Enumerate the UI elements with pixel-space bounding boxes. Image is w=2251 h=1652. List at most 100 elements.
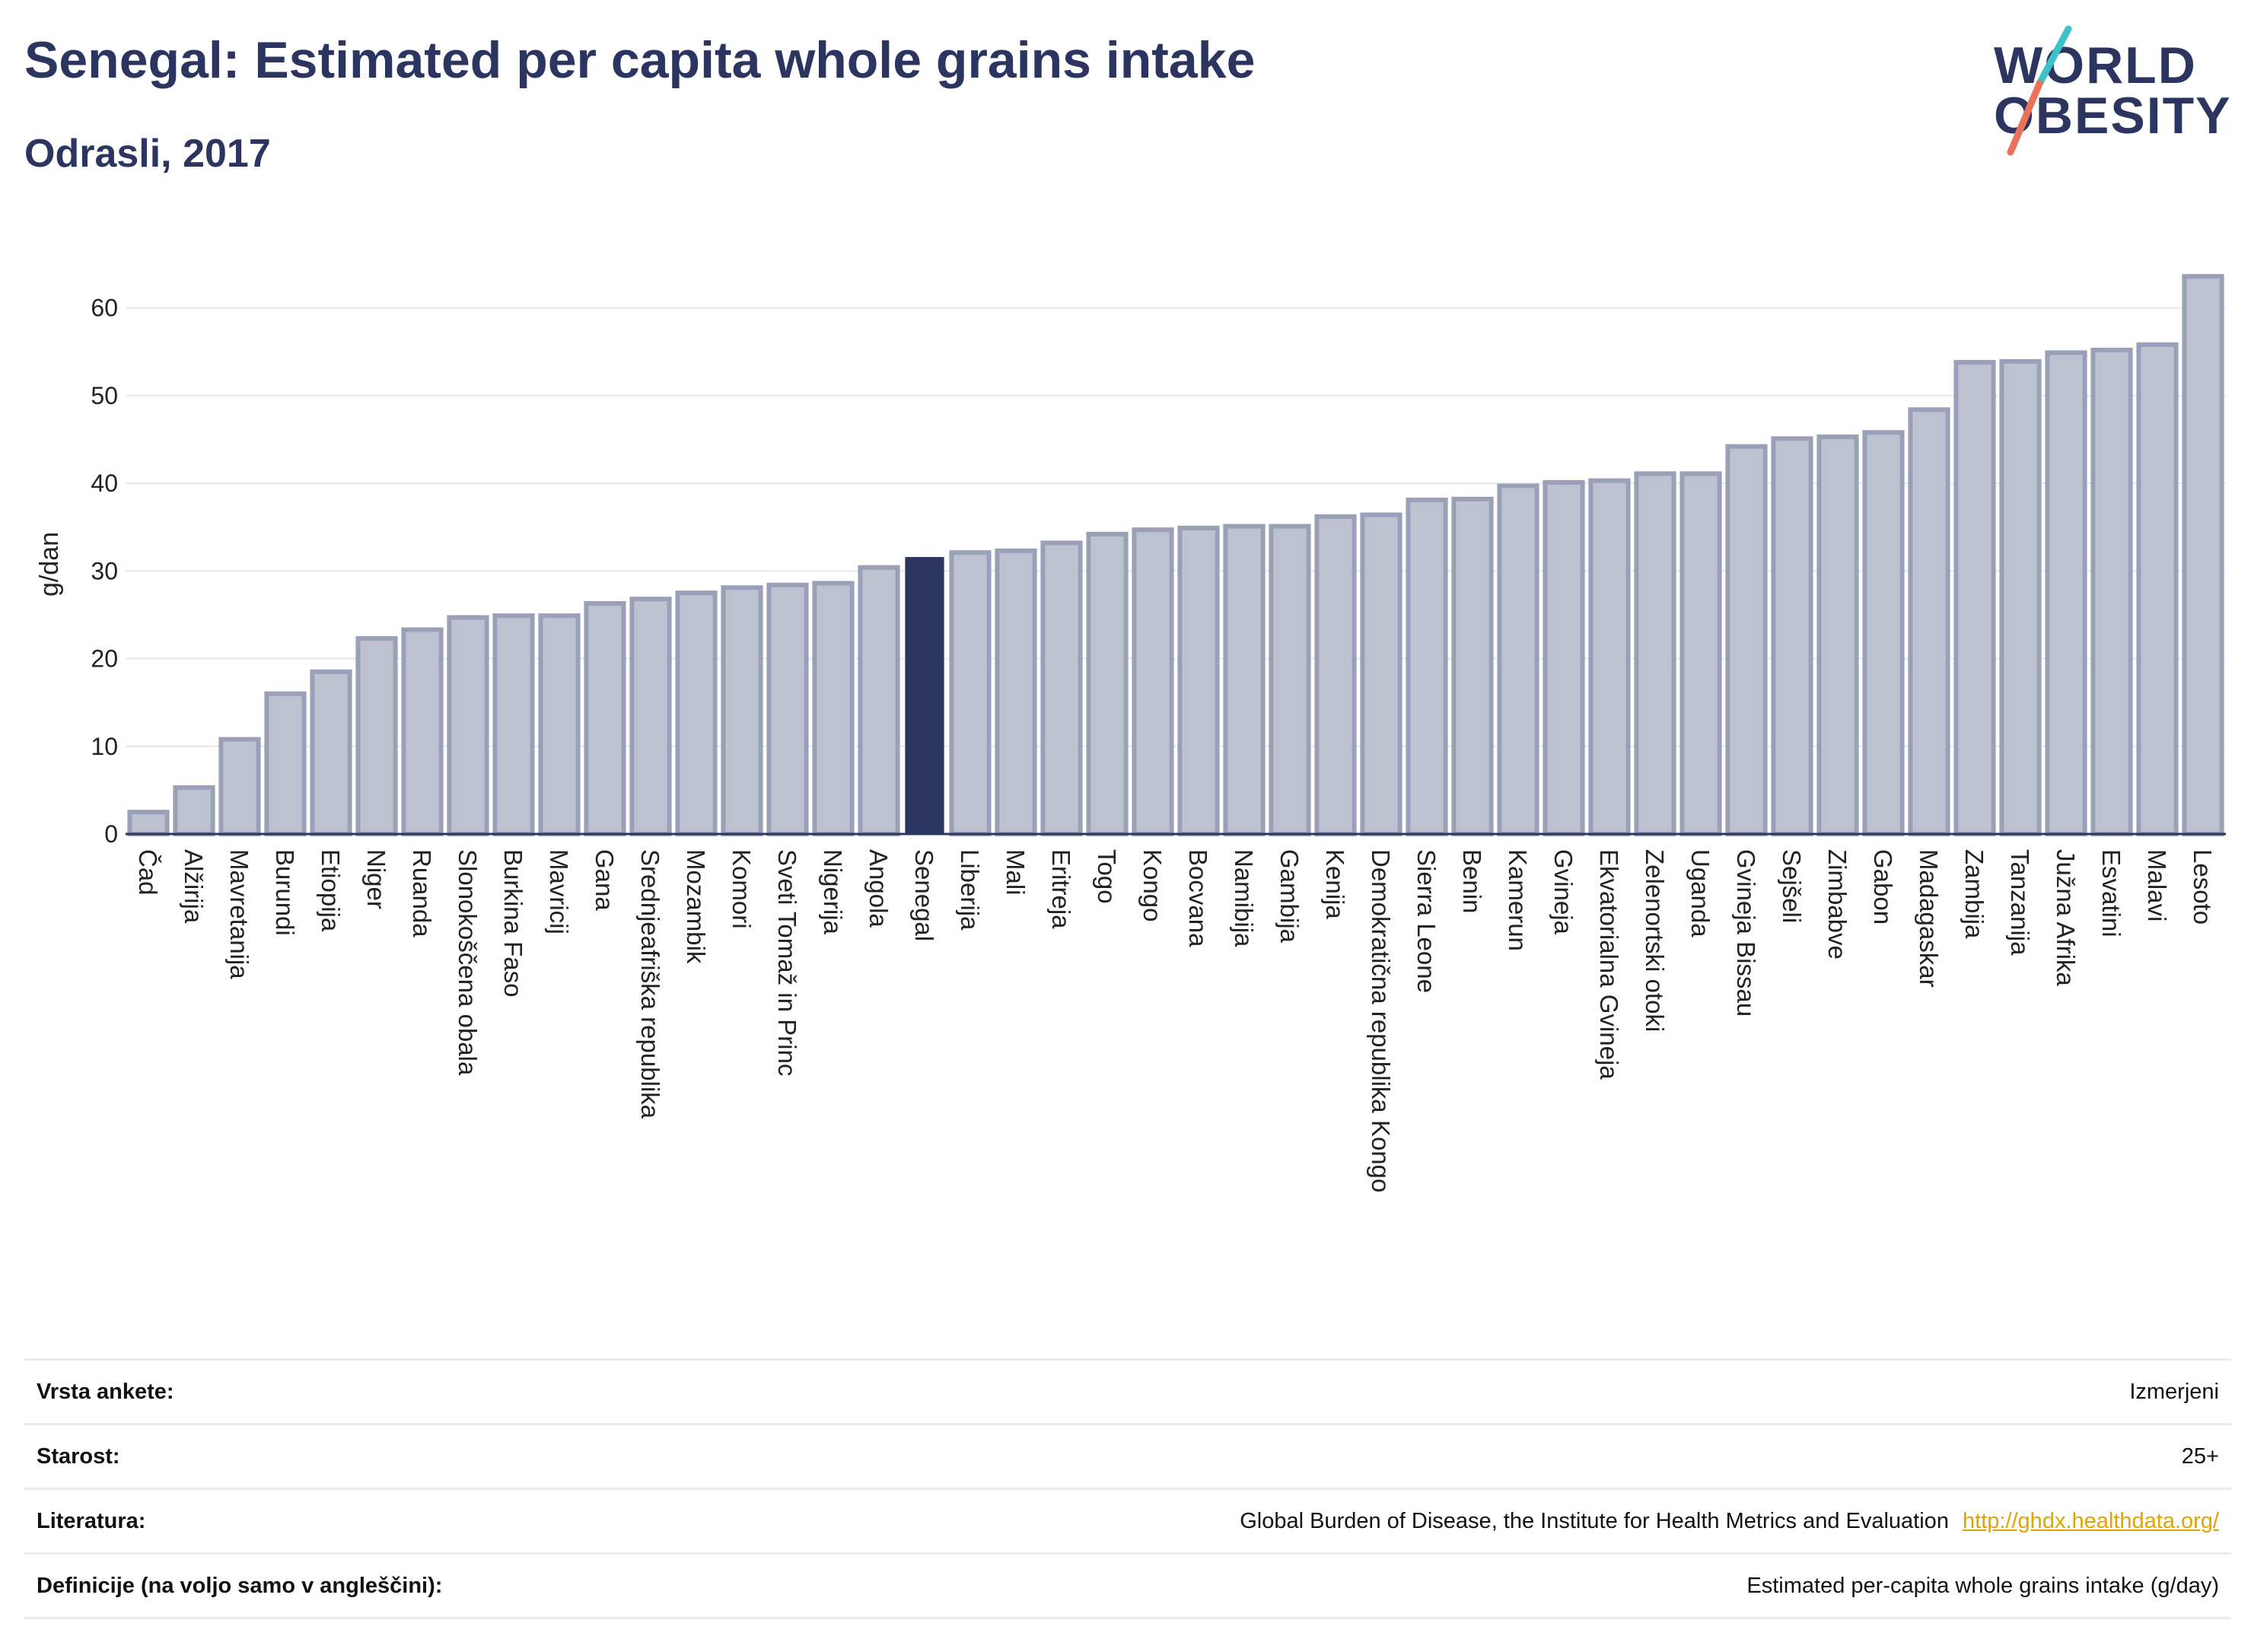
bar <box>1040 540 1083 836</box>
bar <box>1816 434 1859 836</box>
x-tick-label: Zambija <box>1960 849 1988 939</box>
bar <box>401 627 444 837</box>
x-tick-label: Eritreja <box>1047 849 1075 929</box>
bar <box>812 581 855 836</box>
bar <box>1132 527 1174 836</box>
x-tick-label: Lesoto <box>2189 849 2217 925</box>
y-tick-label: 60 <box>91 294 118 322</box>
bar <box>949 550 992 836</box>
x-tick-label: Esvatini <box>2097 849 2125 937</box>
bar <box>629 597 672 836</box>
bar <box>538 613 581 836</box>
x-tick-label: Nigerija <box>819 849 847 935</box>
bar <box>1314 514 1357 836</box>
x-tick-label: Burkina Faso <box>499 849 527 997</box>
bar <box>264 691 307 837</box>
bar <box>447 615 489 836</box>
x-tick-label: Burundi <box>271 849 299 936</box>
y-tick-label: 0 <box>104 820 118 848</box>
logo-word-world: WORLD <box>1994 37 2197 94</box>
bar <box>584 600 626 836</box>
chart-subtitle: Odrasli, 2017 <box>24 132 271 176</box>
bar <box>766 582 809 836</box>
bar <box>858 565 900 836</box>
x-tick-label: Ruanda <box>408 849 436 937</box>
meta-label: Definicije (na voljo samo v angleščini): <box>37 1573 443 1598</box>
bar <box>2136 342 2179 836</box>
meta-row-survey-type: Vrsta ankete: Izmerjeni <box>24 1358 2231 1423</box>
x-tick-label: Južna Afrika <box>2052 849 2080 986</box>
bar <box>310 669 352 836</box>
bar-chart: 0 10 20 30 40 50 60 g/dan Čad Alžirija Mavretanija… <box>35 274 2226 1192</box>
meta-row-literature: Literatura: Global Burden of Disease, th… <box>24 1488 2231 1552</box>
x-tick-label: Mozambik <box>682 849 710 964</box>
bar <box>1634 471 1676 836</box>
x-tick-label: Gabon <box>1869 849 1897 925</box>
meta-value: Estimated per-capita whole grains intake… <box>1746 1573 2219 1598</box>
x-tick-label: Benin <box>1458 849 1486 913</box>
source-link[interactable]: http://ghdx.healthdata.org/ <box>1963 1508 2219 1533</box>
bar <box>1451 496 1494 836</box>
x-tick-label: Kamerun <box>1504 849 1532 951</box>
bar <box>355 636 398 837</box>
bar <box>995 548 1037 836</box>
meta-value: Global Burden of Disease, the Institute … <box>1240 1508 1949 1533</box>
meta-label: Vrsta ankete: <box>37 1379 174 1404</box>
bar <box>492 613 535 836</box>
x-tick-label: Komori <box>728 849 756 929</box>
x-tick-label: Angola <box>864 849 893 928</box>
meta-value: 25+ <box>2181 1444 2219 1469</box>
x-tick-label: Čad <box>134 849 162 896</box>
x-tick-label: Niger <box>362 849 390 909</box>
x-tick-label: Etiopija <box>317 849 345 932</box>
x-tick-label: Mavricij <box>545 849 573 934</box>
x-tick-label: Kenija <box>1321 849 1349 919</box>
meta-row-age: Starost: 25+ <box>24 1423 2231 1488</box>
bar <box>173 785 215 836</box>
bar <box>1953 360 1996 836</box>
chart-title: Senegal: Estimated per capita whole grai… <box>24 31 1256 89</box>
y-tick-label: 10 <box>91 733 118 760</box>
y-axis-label: g/dan <box>35 532 64 597</box>
bar <box>1360 512 1402 836</box>
y-tick-label: 30 <box>91 557 118 584</box>
x-tick-label: Uganda <box>1686 849 1715 937</box>
bar <box>1908 407 1950 836</box>
meta-label: Starost: <box>37 1444 120 1469</box>
x-tick-label: Alžirija <box>180 849 208 924</box>
x-tick-label: Madagaskar <box>1915 849 1943 988</box>
x-tick-label: Togo <box>1093 849 1121 904</box>
x-tick-label: Demokratična republika Kongo <box>1367 849 1395 1192</box>
bar <box>2182 274 2224 836</box>
x-tick-label: Liberija <box>956 849 984 931</box>
bar <box>1999 358 2042 837</box>
meta-label: Literatura: <box>37 1508 146 1533</box>
metadata-table: Vrsta ankete: Izmerjeni Starost: 25+ Lit… <box>24 1358 2231 1619</box>
bar <box>1862 430 1905 836</box>
x-tick-label: Kongo <box>1138 849 1167 921</box>
x-tick-label: Mavretanija <box>225 849 253 979</box>
bar <box>1771 436 1813 837</box>
x-tick-label: Gvineja Bissau <box>1732 849 1760 1017</box>
x-tick-label: Bocvana <box>1184 849 1212 947</box>
y-tick-label: 50 <box>91 382 118 409</box>
bar <box>1679 471 1722 836</box>
bar <box>1497 483 1539 836</box>
x-tick-label: Tanzanija <box>2006 849 2034 956</box>
x-tick-label: Gana <box>591 849 619 911</box>
x-tick-label: Slonokoščena obala <box>454 849 482 1076</box>
x-tick-label: Malavi <box>2143 849 2171 921</box>
x-tick-label: Zelenortski otoki <box>1641 849 1669 1032</box>
bar <box>218 737 261 837</box>
bar <box>1086 531 1129 836</box>
x-tick-label: Gambija <box>1275 849 1304 944</box>
bar <box>1543 479 1585 836</box>
x-tick-label: Namibija <box>1230 849 1258 947</box>
bar <box>1725 444 1768 836</box>
bar <box>2045 350 2087 837</box>
x-tick-label: Senegal <box>910 849 938 941</box>
bar <box>127 810 170 837</box>
x-tick-label: Sveti Tomaž in Princ <box>773 849 801 1076</box>
x-tick-label: Mali <box>1001 849 1030 896</box>
x-tick-label: Srednjeafriška republika <box>636 849 664 1119</box>
